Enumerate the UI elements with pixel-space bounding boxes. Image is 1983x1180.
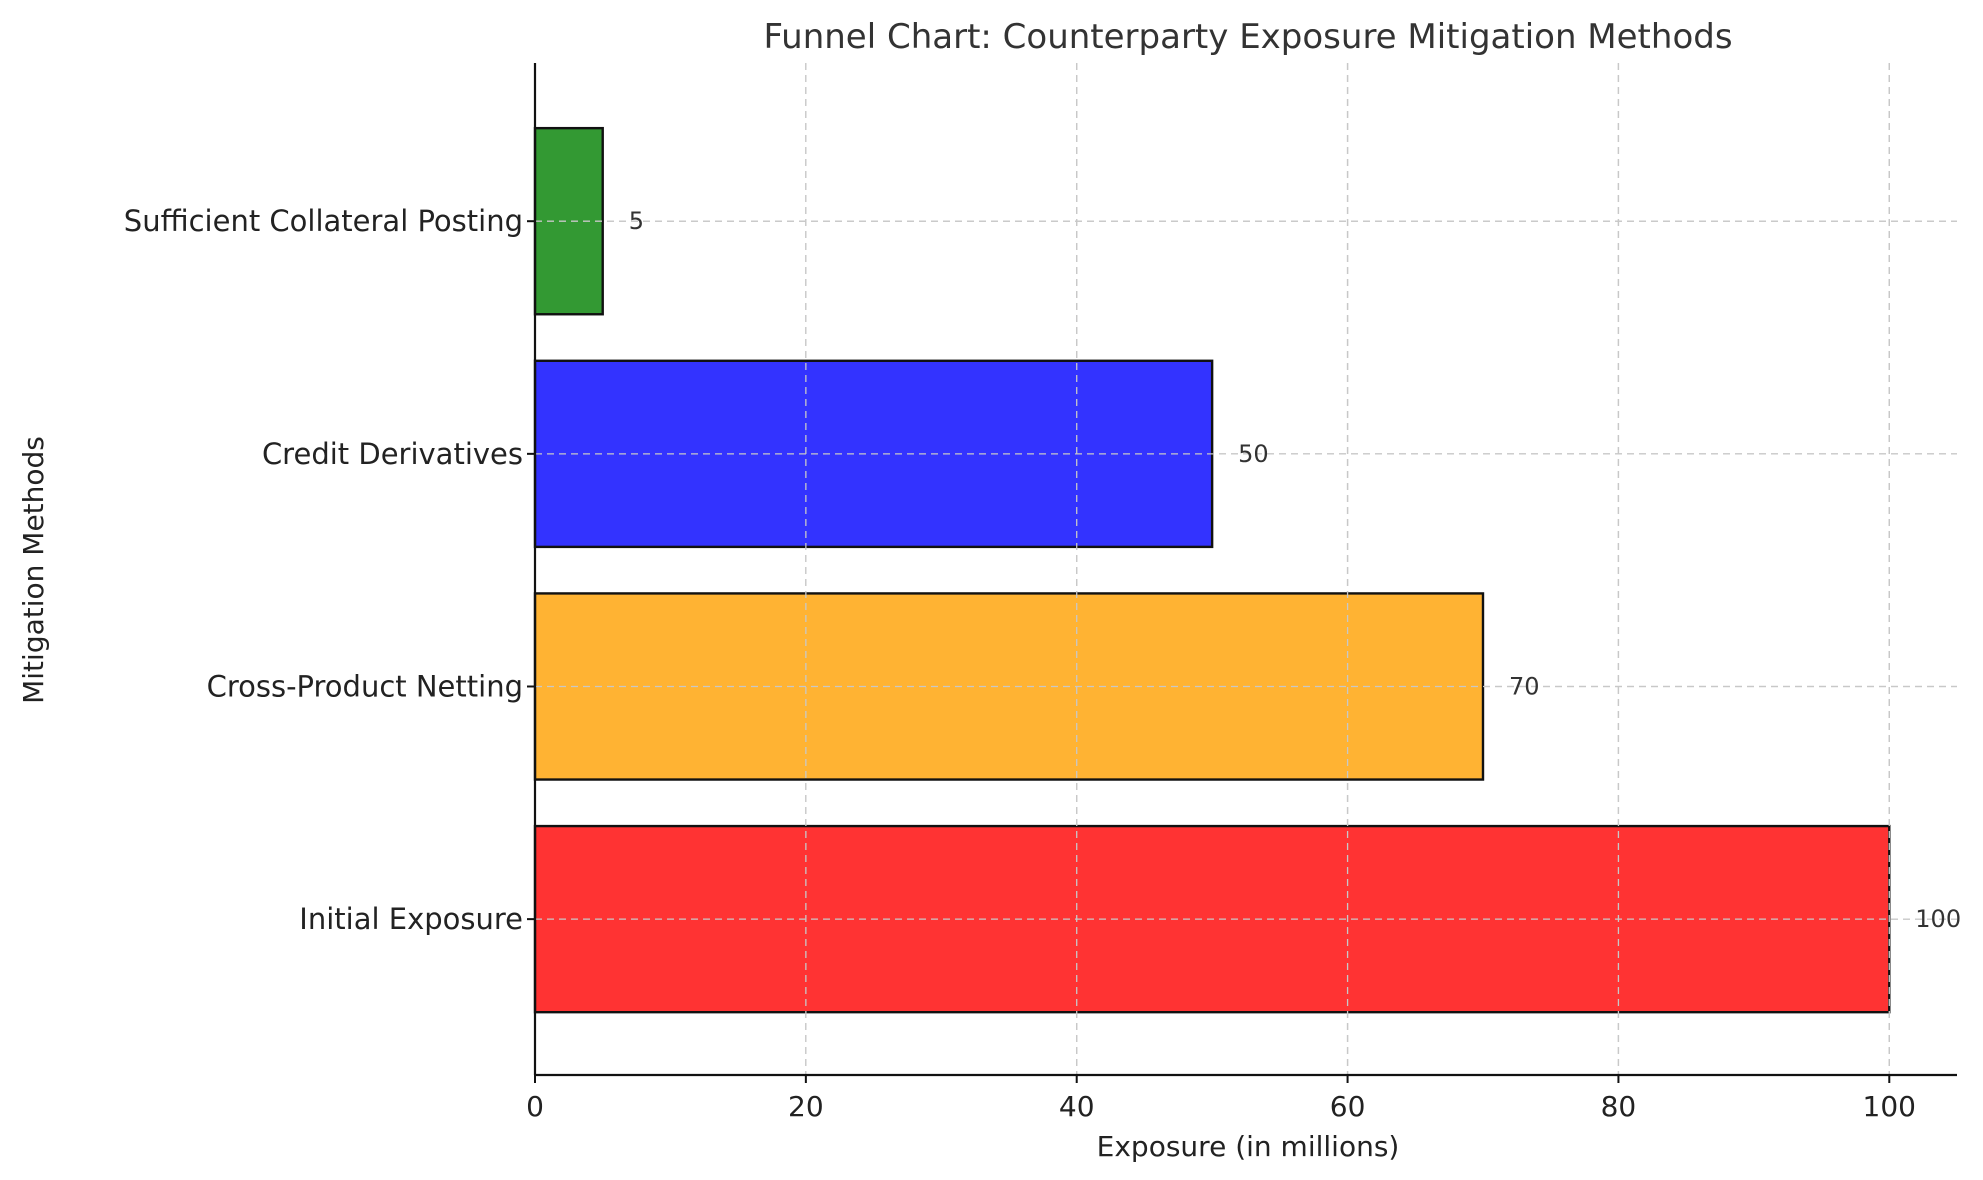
chart-title: Funnel Chart: Counterparty Exposure Miti… [763,17,1732,57]
y-tick-label: Initial Exposure [299,902,523,936]
bar-sufficient-collateral-posting [533,126,604,316]
x-tick-label: 80 [1601,1090,1637,1123]
data-label: 70 [1509,672,1540,700]
y-tick-label: Credit Derivatives [262,437,523,471]
axes [527,63,1957,1083]
x-tick-label: 100 [1863,1090,1916,1123]
data-label: 100 [1915,905,1961,933]
x-axis-label: Exposure (in millions) [1097,1130,1400,1163]
x-tick-label: 40 [1059,1090,1095,1123]
x-tick-label: 60 [1330,1090,1366,1123]
x-tick-label: 0 [526,1090,544,1123]
y-tick-label: Sufficient Collateral Posting [124,204,523,238]
data-label: 50 [1238,440,1269,468]
y-axis-label: Mitigation Methods [17,436,50,704]
x-tick-label: 20 [788,1090,824,1123]
data-label: 5 [629,207,644,235]
bars [533,63,1957,1075]
y-tick-label: Cross-Product Netting [207,669,523,703]
labels: 0 20 40 60 80 100 Initial Exposure Cross-Produc… [124,204,1961,1123]
